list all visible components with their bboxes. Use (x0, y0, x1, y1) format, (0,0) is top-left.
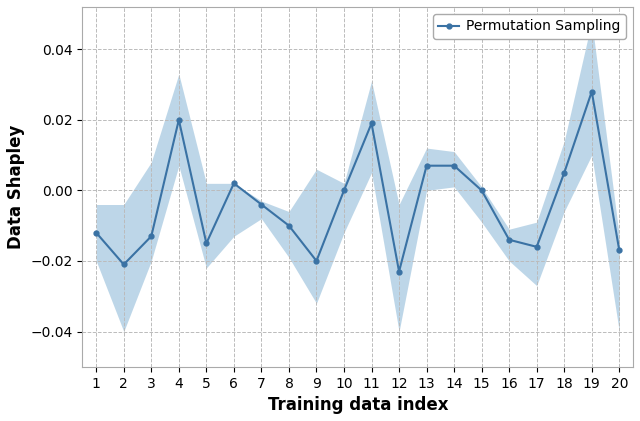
Permutation Sampling (147, 234, 155, 239)
X-axis label: Training data index: Training data index (268, 396, 448, 414)
Permutation Sampling (312, 258, 320, 264)
Permutation Sampling (506, 237, 513, 242)
Permutation Sampling (588, 89, 596, 94)
Permutation Sampling (285, 223, 292, 228)
Permutation Sampling (533, 244, 541, 249)
Permutation Sampling (202, 241, 210, 246)
Permutation Sampling (451, 163, 458, 168)
Permutation Sampling (230, 181, 237, 186)
Permutation Sampling (175, 117, 182, 123)
Permutation Sampling (478, 188, 486, 193)
Permutation Sampling (396, 269, 403, 274)
Permutation Sampling (120, 262, 127, 267)
Permutation Sampling (368, 121, 376, 126)
Permutation Sampling (340, 188, 348, 193)
Line: Permutation Sampling: Permutation Sampling (94, 89, 621, 274)
Permutation Sampling (616, 248, 623, 253)
Permutation Sampling (92, 230, 100, 235)
Y-axis label: Data Shapley: Data Shapley (7, 125, 25, 249)
Permutation Sampling (257, 202, 265, 207)
Permutation Sampling (561, 170, 568, 175)
Legend: Permutation Sampling: Permutation Sampling (433, 14, 626, 39)
Permutation Sampling (423, 163, 431, 168)
